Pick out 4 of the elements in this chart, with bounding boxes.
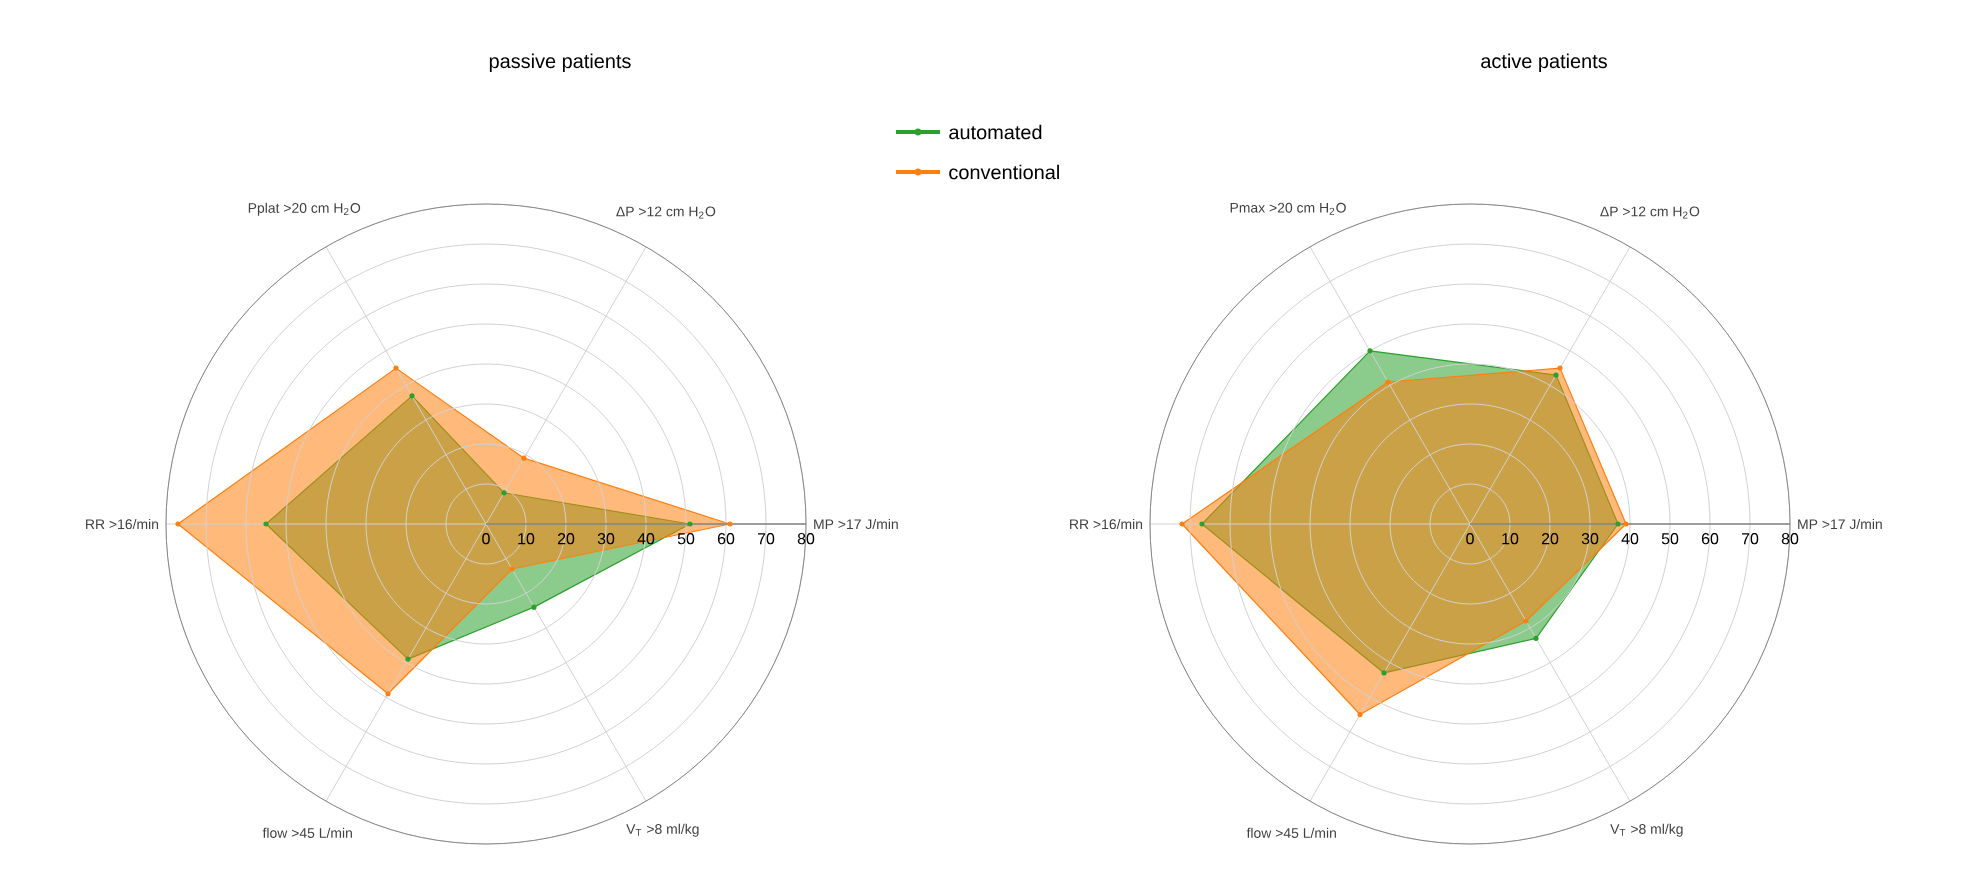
- chart-title: active patients: [1481, 53, 1607, 73]
- legend-label: conventional: [949, 164, 1059, 180]
- legend-label: automated: [949, 124, 1042, 140]
- chart-title: passive patients: [489, 53, 631, 73]
